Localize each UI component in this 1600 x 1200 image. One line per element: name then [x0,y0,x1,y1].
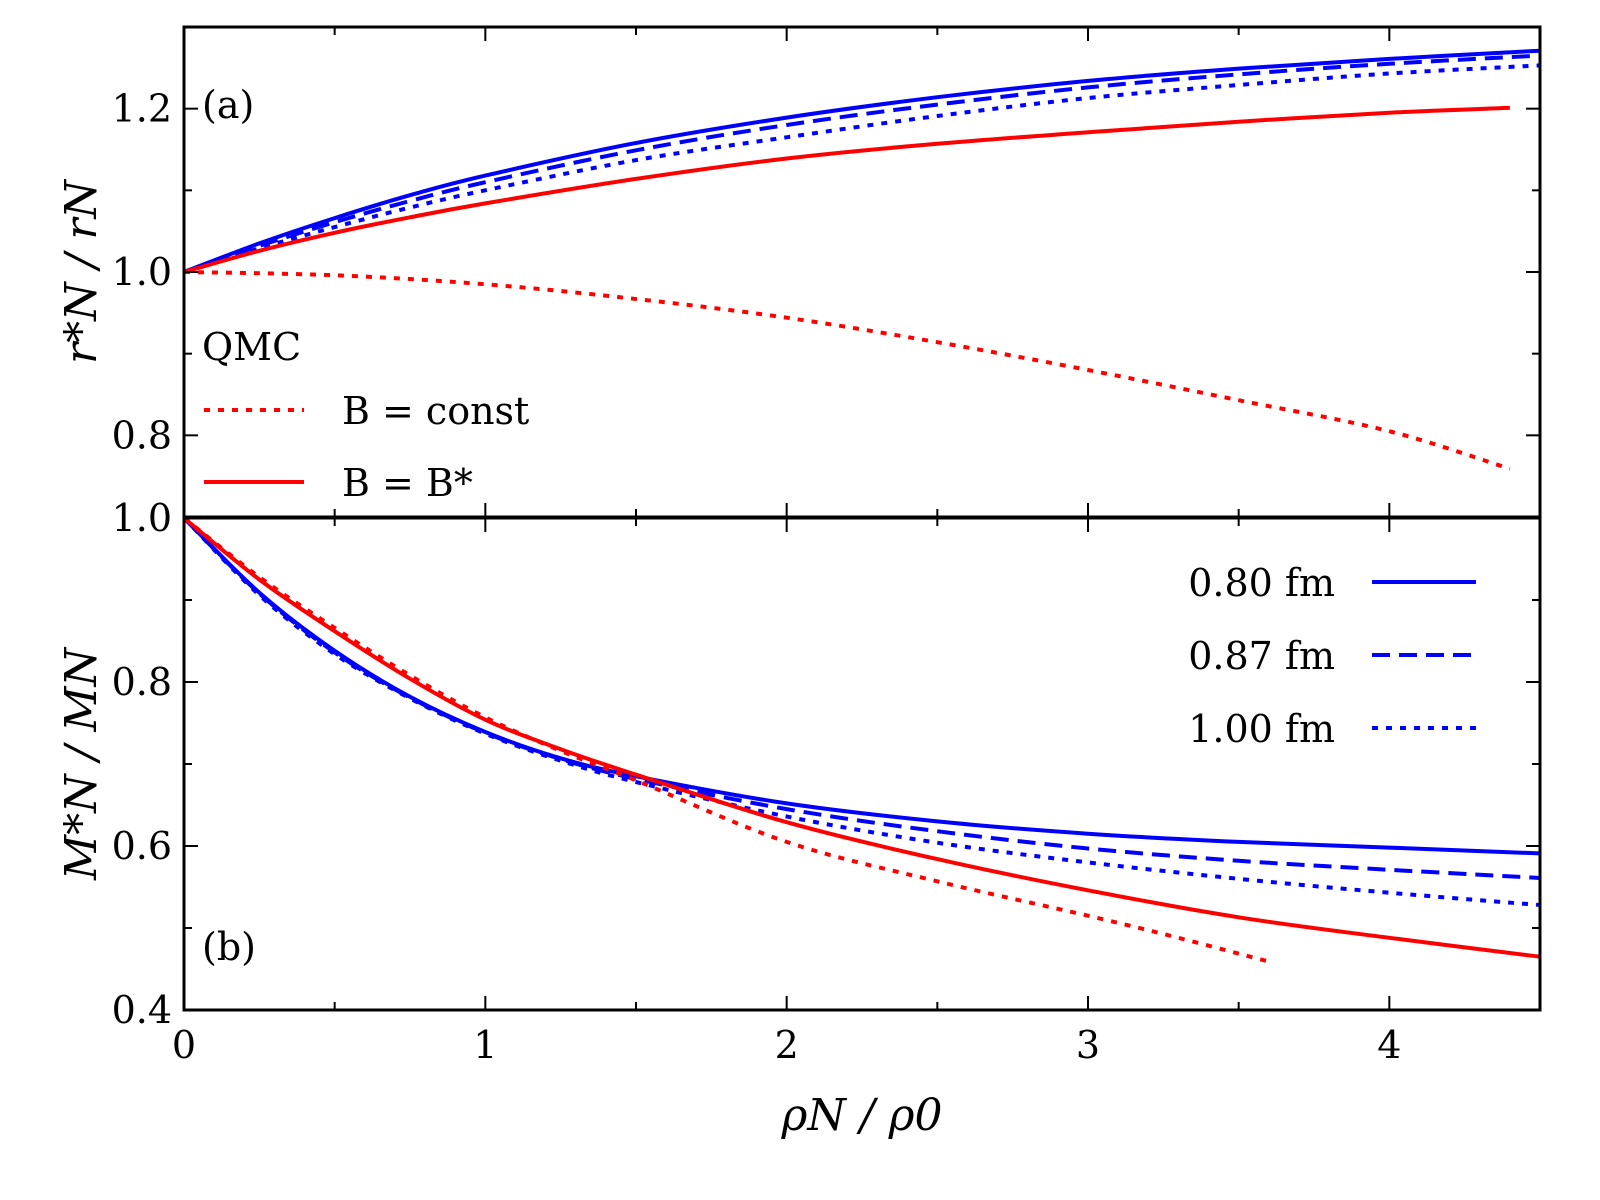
y-tick-label: 0.8 [112,660,172,704]
series-b-const-dotted-line [183,270,1511,471]
legend-a: B = const B = B* [204,389,529,505]
legend-label-b-b: B = B* [342,461,473,505]
x-axis-label: ρN / ρ0 [780,1090,942,1141]
panel-a-ticks: 0.8 1.0 1.2 [112,26,1541,518]
legend-label-1-00-fm: 1.00 fm [1188,707,1335,751]
panel-a-frame [182,25,1542,519]
y-tick-label: 0.8 [112,413,172,457]
x-tick-label: 3 [1076,1023,1100,1067]
x-tick-label: 1 [473,1023,497,1067]
y-tick-label: 0.6 [112,824,172,868]
x-tick-label: 4 [1377,1023,1401,1067]
y-tick-label: 1.0 [112,496,172,540]
legend-label-b-const: B = const [342,389,529,433]
y-tick-label: 1.2 [112,87,172,131]
legend-label-0-87-fm: 0.87 fm [1188,634,1335,678]
panel-a: 0.8 1.0 1.2 (a) QMC B = const B = B* r*N / … [56,25,1542,519]
series-b-const-dotted-line [182,516,1270,964]
panel-b-label: (b) [202,925,256,969]
series-0-87-fm-dashed-line [183,53,1541,274]
series-0-80-fm-solid-line [183,48,1541,274]
series-0-80-fm-solid-line [182,516,1541,856]
legend-a-title: QMC [202,325,301,369]
x-tick-label: 2 [775,1023,799,1067]
series-b-b-solid-line [183,105,1510,274]
series-0-87-fm-dashed-line [182,516,1541,880]
series-1-00-fm-dotted-line [183,63,1541,274]
panel-b-frame [182,516,1542,1012]
y-tick-label: 1.0 [112,250,172,294]
legend-b: 0.80 fm 0.87 fm 1.00 fm [1188,561,1476,751]
panel-b: 0.4 0.6 0.8 1.0 0 1 2 3 4 (b) 0.80 fm 0.87 fm 1.00… [56,496,1542,1067]
curves-b [182,516,1541,964]
y-tick-label: 0.4 [112,988,172,1032]
panel-b-ylabel: M*N / MN [56,647,107,881]
panel-a-label: (a) [202,83,254,127]
panel-b-ticks: 0.4 0.6 0.8 1.0 0 1 2 3 4 [112,496,1541,1067]
curves-a [183,48,1541,471]
legend-label-0-80-fm: 0.80 fm [1188,561,1335,605]
x-tick-label: 0 [172,1023,196,1067]
panel-a-ylabel: r*N / rN [56,179,107,364]
series-b-b-solid-line [182,516,1541,959]
